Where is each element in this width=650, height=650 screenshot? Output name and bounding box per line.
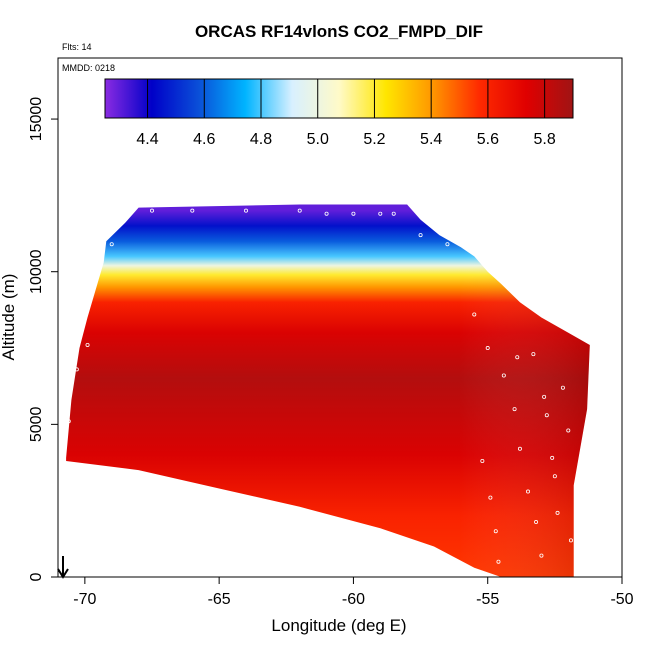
x-tick-label: -65 bbox=[208, 591, 231, 608]
colorbar-tick-label: 4.8 bbox=[250, 131, 272, 148]
colorbar-ticks: 4.4 4.6 4.8 5.0 5.2 5.4 5.6 5.8 bbox=[136, 79, 556, 148]
sample-point bbox=[445, 242, 450, 247]
sample-point bbox=[243, 208, 248, 213]
y-tick-label: 10000 bbox=[28, 249, 45, 294]
sample-point bbox=[552, 474, 557, 479]
sample-point bbox=[324, 211, 329, 216]
sample-point bbox=[85, 342, 90, 347]
sample-point bbox=[418, 233, 423, 238]
sample-point bbox=[542, 394, 547, 399]
sample-point bbox=[66, 419, 71, 424]
data-field bbox=[66, 204, 590, 577]
sample-point bbox=[568, 538, 573, 543]
field-shading bbox=[66, 204, 590, 577]
colorbar-tick-label: 4.4 bbox=[136, 131, 158, 148]
sample-point bbox=[149, 208, 154, 213]
sample-point bbox=[534, 520, 539, 525]
colorbar-tick-label: 5.0 bbox=[307, 131, 329, 148]
sample-point bbox=[501, 373, 506, 378]
sample-point bbox=[550, 455, 555, 460]
sample-point bbox=[74, 367, 79, 372]
x-tick-label: -70 bbox=[73, 591, 96, 608]
sample-point bbox=[297, 208, 302, 213]
x-tick-label: -60 bbox=[342, 591, 365, 608]
colorbar-tick-label: 5.8 bbox=[534, 131, 556, 148]
y-axis: 0 5000 10000 15000 bbox=[28, 97, 58, 581]
flights-annotation: Flts: 14 bbox=[62, 42, 92, 52]
sample-point bbox=[555, 510, 560, 515]
x-tick-label: -55 bbox=[476, 591, 499, 608]
sample-point bbox=[496, 559, 501, 564]
sample-point bbox=[544, 413, 549, 418]
sample-points bbox=[66, 208, 573, 564]
sample-point bbox=[391, 211, 396, 216]
y-tick-label: 0 bbox=[28, 572, 45, 581]
sample-point bbox=[531, 352, 536, 357]
sample-point bbox=[351, 211, 356, 216]
x-axis: -70 -65 -60 -55 -50 bbox=[73, 577, 634, 608]
sample-point bbox=[515, 355, 520, 360]
arrow-down-icon bbox=[57, 556, 69, 579]
y-axis-label: Altitude (m) bbox=[0, 274, 18, 361]
colorbar bbox=[104, 78, 574, 119]
chart-title: ORCAS RF14vlonS CO2_FMPD_DIF bbox=[195, 22, 483, 41]
sample-point bbox=[109, 242, 114, 247]
colorbar-tick-label: 4.6 bbox=[193, 131, 215, 148]
sample-point bbox=[485, 346, 490, 351]
sample-point bbox=[512, 407, 517, 412]
sample-point bbox=[539, 553, 544, 558]
sample-point bbox=[480, 458, 485, 463]
sample-point bbox=[517, 446, 522, 451]
plot-frame bbox=[57, 57, 623, 578]
sample-point bbox=[190, 208, 195, 213]
sample-point bbox=[526, 489, 531, 494]
colorbar-tick-label: 5.4 bbox=[420, 131, 442, 148]
y-tick-label: 5000 bbox=[28, 406, 45, 442]
sample-point bbox=[566, 428, 571, 433]
sample-point bbox=[378, 211, 383, 216]
x-axis-label: Longitude (deg E) bbox=[271, 616, 406, 635]
colorbar-tick-label: 5.6 bbox=[477, 131, 499, 148]
y-tick-label: 15000 bbox=[28, 97, 45, 142]
sample-point bbox=[560, 385, 565, 390]
sample-point bbox=[472, 312, 477, 317]
colorbar-tick-label: 5.2 bbox=[363, 131, 385, 148]
sample-point bbox=[488, 495, 493, 500]
date-annotation: MMDD: 0218 bbox=[62, 63, 115, 73]
sample-point bbox=[493, 529, 498, 534]
x-tick-label: -50 bbox=[610, 591, 633, 608]
